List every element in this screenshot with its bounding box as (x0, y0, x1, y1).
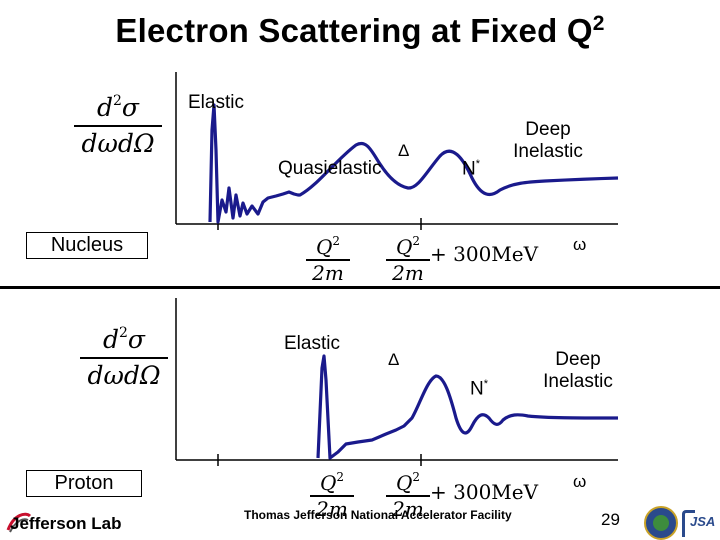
proton-tick2-suffix: + 300MeV (430, 480, 539, 504)
nucleus-tick1-label: Q2 2m (306, 230, 350, 284)
nucleus-cross-section-label: d2σ dωdΩ (74, 86, 162, 159)
nucleus-elastic-label: Elastic (188, 92, 244, 113)
nucleus-tick2-suffix: + 300MeV (430, 242, 539, 266)
fraction-bar (74, 125, 162, 127)
deriv-denominator: dωdΩ (81, 128, 155, 158)
deep-line2: Inelastic (513, 141, 583, 162)
deriv-power: 2 (113, 93, 122, 109)
proton-deep-inelastic-label: Deep Inelastic (543, 349, 613, 392)
nucleus-deep-inelastic-label: Deep Inelastic (506, 119, 590, 163)
panel-separator (0, 286, 720, 289)
proton-spectrum-curve (316, 354, 619, 460)
nucleus-nstar-label: N* (462, 158, 480, 180)
deep-line1: Deep (525, 119, 571, 140)
page-number: 29 (601, 510, 620, 529)
slide-title: Electron Scattering at Fixed Q2 (0, 12, 720, 50)
title-superscript: 2 (592, 12, 605, 35)
proton-nstar-label: N* (470, 378, 489, 400)
facility-name: Thomas Jefferson National Accelerator Fa… (244, 508, 512, 522)
jsa-logo: JSA (680, 508, 716, 537)
proton-tick1-label: Q2 2m (310, 466, 354, 520)
jlab-logo-text: Jefferson Lab (10, 514, 122, 533)
doe-seal-icon (644, 506, 678, 540)
proton-omega-label: ω (573, 472, 587, 491)
proton-box-label: Proton (26, 470, 142, 497)
nucleus-delta-label: Δ (398, 141, 410, 160)
proton-cross-section-label: d2σ dωdΩ (80, 318, 168, 391)
proton-elastic-label: Elastic (284, 333, 340, 354)
nucleus-box-label: Nucleus (26, 232, 148, 259)
jefferson-lab-logo: Jefferson Lab (4, 508, 124, 536)
proton-tick2-fraction: Q2 2m (386, 466, 430, 520)
proton-axes (175, 298, 618, 466)
proton-delta-label: Δ (388, 350, 400, 369)
jlab-swoosh-icon (6, 512, 32, 533)
deriv-d: d (96, 93, 113, 122)
nucleus-quasielastic-label: Quasielastic (278, 158, 382, 179)
nucleus-spectrum-curve (208, 103, 619, 224)
deriv-sigma: σ (121, 93, 139, 122)
nstar-sup: * (475, 158, 481, 170)
title-text: Electron Scattering at Fixed Q (115, 12, 593, 49)
nucleus-tick2-fraction: Q2 2m (386, 230, 430, 284)
nstar-letter: N (462, 158, 476, 180)
nucleus-omega-label: ω (573, 235, 587, 254)
jsa-text: JSA (690, 514, 716, 529)
